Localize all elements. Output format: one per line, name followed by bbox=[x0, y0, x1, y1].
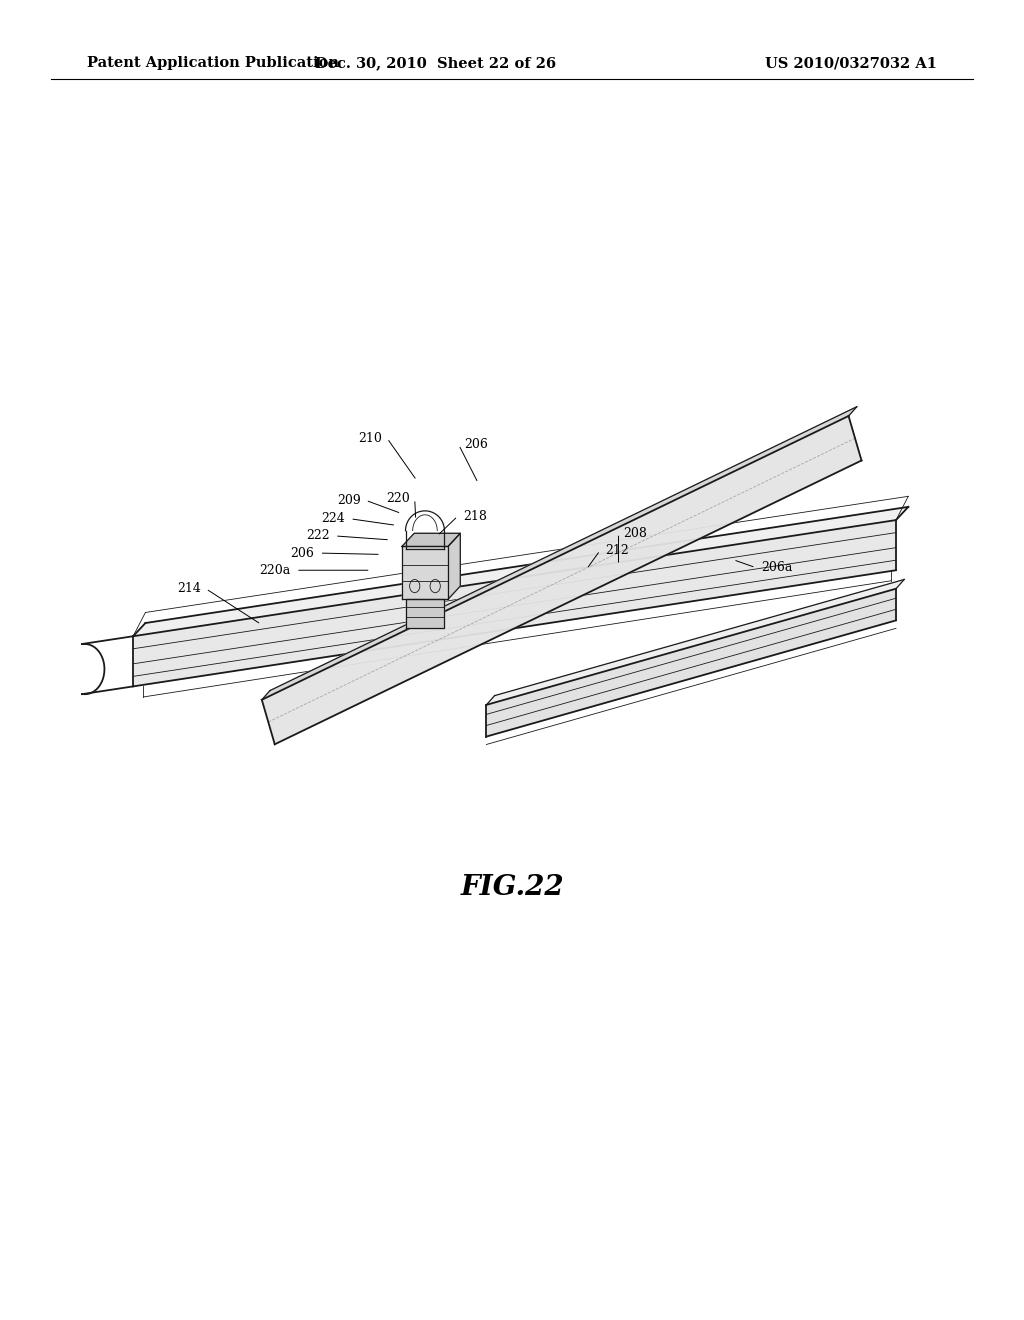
Polygon shape bbox=[486, 579, 904, 705]
Text: 208: 208 bbox=[624, 527, 647, 540]
Polygon shape bbox=[133, 520, 896, 686]
Text: FIG.22: FIG.22 bbox=[460, 874, 564, 900]
Polygon shape bbox=[262, 407, 857, 700]
Text: 206: 206 bbox=[291, 546, 314, 560]
Text: 206: 206 bbox=[464, 438, 487, 451]
Text: 224: 224 bbox=[322, 512, 345, 525]
Text: 209: 209 bbox=[337, 494, 360, 507]
Text: 212: 212 bbox=[605, 544, 629, 557]
Text: 214: 214 bbox=[177, 582, 201, 595]
Text: 220a: 220a bbox=[259, 564, 291, 577]
Polygon shape bbox=[133, 507, 908, 636]
Polygon shape bbox=[401, 546, 449, 599]
Polygon shape bbox=[449, 533, 461, 599]
Text: US 2010/0327032 A1: US 2010/0327032 A1 bbox=[765, 57, 937, 70]
Polygon shape bbox=[406, 599, 444, 628]
Text: 220: 220 bbox=[386, 492, 410, 506]
Polygon shape bbox=[401, 533, 461, 546]
Text: 210: 210 bbox=[358, 432, 382, 445]
Text: 206a: 206a bbox=[761, 561, 793, 574]
Polygon shape bbox=[486, 589, 896, 737]
Text: Dec. 30, 2010  Sheet 22 of 26: Dec. 30, 2010 Sheet 22 of 26 bbox=[314, 57, 556, 70]
Text: Patent Application Publication: Patent Application Publication bbox=[87, 57, 339, 70]
Polygon shape bbox=[262, 416, 861, 744]
Text: 218: 218 bbox=[463, 510, 486, 523]
Text: 222: 222 bbox=[306, 529, 330, 543]
